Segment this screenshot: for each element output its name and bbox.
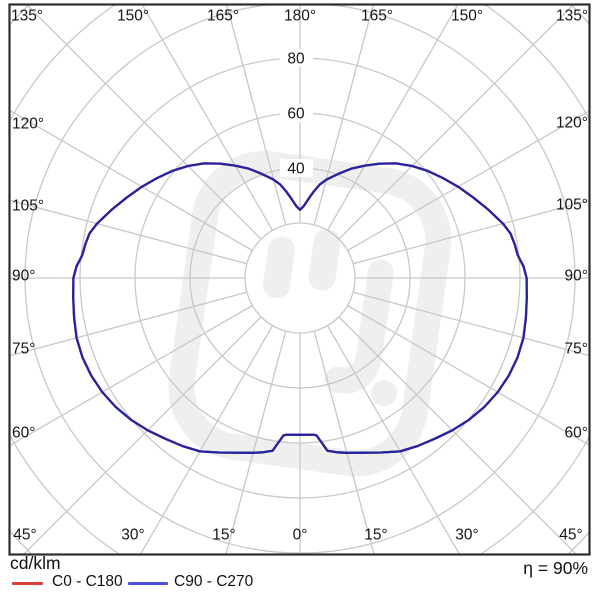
angle-label-right-3: 75° xyxy=(565,341,588,358)
angle-label-left-2: 90° xyxy=(12,268,35,285)
angle-label-left-3: 75° xyxy=(12,341,35,358)
curve-c90-c270 xyxy=(72,162,528,454)
angle-label-right-2: 90° xyxy=(565,268,588,285)
legend-swatch-c90-c270 xyxy=(128,582,168,585)
angle-label-top-5: 150° xyxy=(451,8,483,25)
grid-ray xyxy=(338,5,574,240)
grid-ray xyxy=(10,291,248,357)
grid-ray xyxy=(10,199,248,265)
angle-label-top-2: 165° xyxy=(207,8,239,25)
grid-ray xyxy=(326,325,460,554)
angle-label-bottom-5: 30° xyxy=(455,527,478,544)
watermark-hook xyxy=(324,259,394,394)
angle-label-right-1: 105° xyxy=(556,197,588,214)
radial-tick-label: 80 xyxy=(287,51,305,68)
grid-ray xyxy=(326,5,459,231)
angle-label-bottom-2: 15° xyxy=(212,527,235,544)
grid-ray xyxy=(338,316,577,554)
grid-ray xyxy=(225,330,287,554)
efficiency-label: η = 90% xyxy=(523,558,588,578)
grid-ray xyxy=(313,330,375,554)
angle-label-bottom-0: 45° xyxy=(13,527,36,544)
grid-ray xyxy=(140,325,274,554)
angle-label-top-0: 135° xyxy=(11,8,43,25)
grid-ray xyxy=(26,5,262,240)
grid-ray xyxy=(313,5,374,226)
grid-ray xyxy=(226,5,287,226)
grid-ray xyxy=(10,110,253,252)
angle-label-top-6: 135° xyxy=(556,8,588,25)
angle-label-left-0: 120° xyxy=(12,116,44,133)
radial-tick-labels: 40 60 80 xyxy=(280,49,313,178)
angle-label-bottom-3: 0° xyxy=(293,527,308,544)
units-label: cd/klm xyxy=(10,553,61,573)
grid-ray xyxy=(352,291,589,356)
watermark-prong-right xyxy=(308,228,341,291)
plot-border xyxy=(8,3,591,556)
grid-ray xyxy=(141,5,274,231)
angle-label-right-4: 60° xyxy=(565,425,588,442)
radial-tick-label-bg xyxy=(280,104,313,122)
angle-label-top-1: 150° xyxy=(117,8,149,25)
grid-ray xyxy=(347,304,589,446)
grid-ray xyxy=(23,316,262,554)
angle-labels: 135° 150° 165° 180° 165° 150° 135° 45° 30° 15° 0° 1… xyxy=(11,8,588,544)
legend-label-c90-c270: C90 - C270 xyxy=(174,573,254,590)
legend-swatch-c0-c180 xyxy=(12,582,43,585)
watermark-dot xyxy=(371,380,398,407)
angle-label-top-4: 165° xyxy=(361,8,393,25)
grid-ray xyxy=(10,304,253,446)
grid-ray xyxy=(347,110,589,252)
angle-label-bottom-4: 15° xyxy=(364,527,387,544)
angle-label-left-4: 60° xyxy=(12,425,35,442)
angle-label-right-0: 120° xyxy=(556,115,588,132)
angle-label-bottom-6: 45° xyxy=(559,527,582,544)
radial-tick-label-bg xyxy=(280,49,313,67)
grid-ray xyxy=(352,200,589,265)
watermark-prong-left xyxy=(262,236,295,299)
radial-tick-label-bg xyxy=(280,159,313,177)
radial-tick-label: 40 xyxy=(287,161,305,178)
angle-label-top-3: 180° xyxy=(284,8,316,25)
radial-tick-label: 60 xyxy=(287,106,305,123)
angle-label-bottom-1: 30° xyxy=(121,527,144,544)
angle-label-left-1: 105° xyxy=(12,198,44,215)
legend-label-c0-c180: C0 - C180 xyxy=(52,573,123,590)
